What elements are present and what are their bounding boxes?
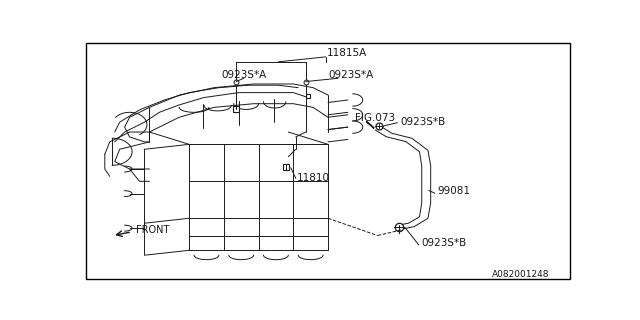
Text: FRONT: FRONT	[136, 225, 169, 235]
Text: 0923S*A: 0923S*A	[328, 70, 373, 80]
Text: 11810: 11810	[297, 172, 330, 183]
Text: FIG.073: FIG.073	[355, 114, 396, 124]
Text: 0923S*A: 0923S*A	[221, 70, 267, 80]
Text: 99081: 99081	[437, 186, 470, 196]
Text: 11815A: 11815A	[326, 48, 367, 58]
Polygon shape	[366, 121, 374, 128]
Text: 0923S*B: 0923S*B	[421, 238, 467, 248]
Text: 0923S*B: 0923S*B	[400, 117, 445, 127]
Text: A082001248: A082001248	[492, 270, 549, 279]
